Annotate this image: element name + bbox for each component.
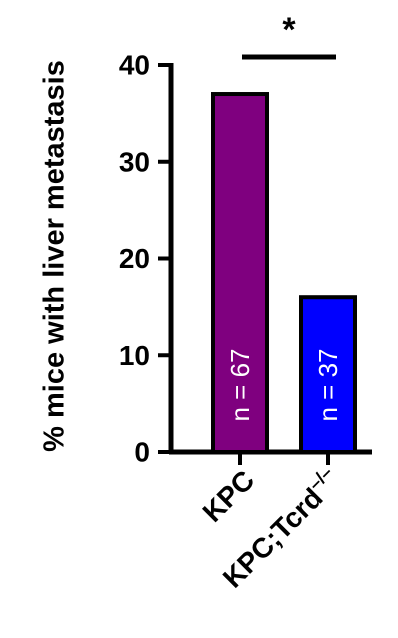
bar-label-kpc: n = 67	[225, 348, 255, 421]
bar-kpc-tcrd	[299, 295, 357, 455]
y-tick-label-10: 10	[119, 340, 150, 371]
y-tick-label-20: 20	[119, 243, 150, 274]
x-tick-label-kpc: KPC	[197, 464, 261, 528]
y-tick-label-30: 30	[119, 146, 150, 177]
bar-label-kpc-tcrd: n = 37	[313, 348, 343, 421]
y-tick-label-40: 40	[119, 50, 150, 81]
y-axis-label: % mice with liver metastasis	[39, 60, 71, 452]
y-tick-label-0: 0	[134, 437, 150, 468]
significance-star: *	[282, 11, 296, 49]
